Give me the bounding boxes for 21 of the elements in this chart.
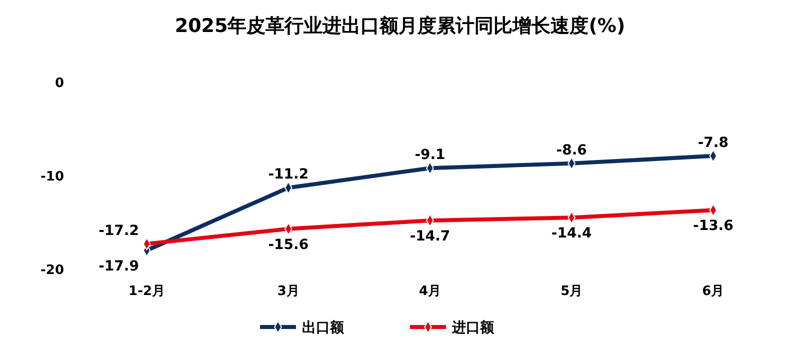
y-tick-label: 0 bbox=[54, 76, 64, 92]
data-label: -8.6 bbox=[556, 142, 587, 158]
data-label: -7.8 bbox=[698, 134, 729, 151]
data-label: -14.7 bbox=[410, 228, 450, 244]
y-tick-label: -10 bbox=[40, 170, 64, 185]
legend-label: 出口额 bbox=[302, 319, 345, 336]
data-label: -15.6 bbox=[268, 236, 309, 253]
y-tick-label: -20 bbox=[40, 263, 64, 278]
data-label: -9.1 bbox=[414, 147, 446, 164]
x-tick-label: 4月 bbox=[418, 284, 442, 300]
legend-label: 进口额 bbox=[451, 319, 495, 336]
data-label: -11.2 bbox=[268, 166, 309, 183]
data-label: -14.4 bbox=[551, 226, 592, 242]
x-tick-label: 1-2月 bbox=[128, 284, 166, 300]
data-label: -17.9 bbox=[98, 258, 139, 274]
chart-title: 2025年皮革行业进出口额月度累计同比增长速度(%) bbox=[174, 15, 626, 37]
data-label: -13.6 bbox=[693, 218, 734, 234]
x-tick-label: 3月 bbox=[277, 284, 300, 300]
x-tick-label: 5月 bbox=[560, 284, 583, 300]
x-tick-label: 6月 bbox=[702, 284, 724, 300]
data-label: -17.2 bbox=[98, 222, 139, 239]
